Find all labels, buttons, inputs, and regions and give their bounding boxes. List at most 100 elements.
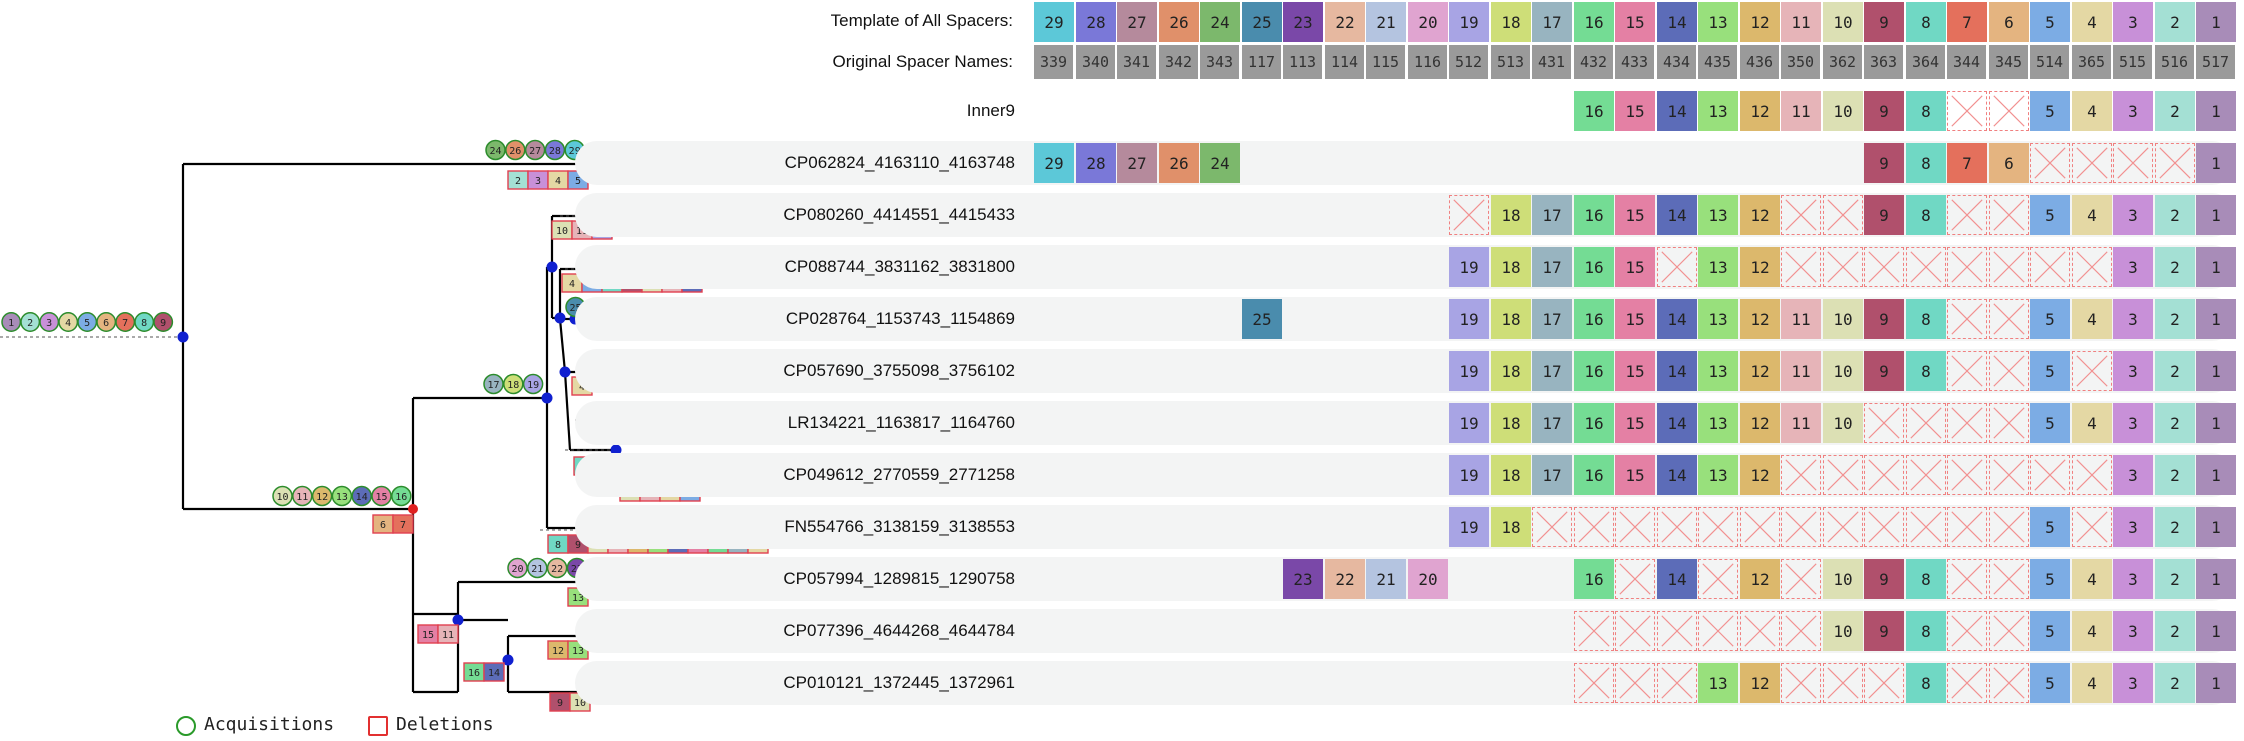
template-spacer-29: 29: [1034, 2, 1074, 42]
spacer-cell: 2: [2155, 91, 2195, 131]
row-strip: [575, 505, 2234, 549]
spacer-cell: 18: [1491, 403, 1531, 443]
original-spacer-name: 435: [1698, 45, 1738, 79]
spacer-cell: 12: [1740, 663, 1780, 703]
template-spacer-21: 21: [1366, 2, 1406, 42]
deleted-spacer: [1989, 91, 2029, 131]
acquisition-label: 20: [511, 564, 523, 575]
deleted-spacer: [1947, 403, 1987, 443]
spacer-cell: 2: [2155, 247, 2195, 287]
original-spacer-name: 115: [1366, 45, 1406, 79]
deletion-label: 14: [488, 668, 500, 679]
spacer-cell: 2: [2155, 663, 2195, 703]
spacer-cell: 1: [2196, 403, 2236, 443]
deletion-label: 4: [569, 279, 575, 290]
acquisition-label: 26: [509, 146, 521, 157]
deleted-spacer: [1947, 559, 1987, 599]
spacer-cell: 4: [2072, 403, 2112, 443]
acquisition-label: 1: [8, 318, 14, 329]
deleted-spacer: [1781, 663, 1821, 703]
template-label: Template of All Spacers:: [830, 11, 1013, 30]
deleted-spacer: [1698, 559, 1738, 599]
original-spacer-name: 343: [1200, 45, 1240, 79]
original-spacer-name: 340: [1076, 45, 1116, 79]
deleted-spacer: [1947, 91, 1987, 131]
acquisition-marker: [153, 312, 174, 332]
spacer-cell: 15: [1615, 455, 1655, 495]
acquisition-marker: [272, 485, 293, 507]
spacer-cell: 12: [1740, 559, 1780, 599]
deletion-label: 13: [572, 593, 584, 604]
deleted-spacer: [1574, 663, 1614, 703]
spacer-cell: 3: [2113, 247, 2153, 287]
spacer-cell: 21: [1366, 559, 1406, 599]
acquisition-marker: [544, 139, 566, 161]
spacer-cell: 12: [1740, 299, 1780, 339]
spacer-cell: 13: [1698, 351, 1738, 391]
template-spacer-25: 25: [1242, 2, 1282, 42]
tree-node: [559, 366, 571, 378]
spacer-cell: 14: [1657, 403, 1697, 443]
deleted-spacer: [1989, 299, 2029, 339]
deleted-spacer: [1615, 559, 1655, 599]
spacer-cell: 5: [2030, 663, 2070, 703]
spacer-cell: 8: [1906, 611, 1946, 651]
spacer-cell: 1: [2196, 91, 2236, 131]
deleted-spacer: [1947, 195, 1987, 235]
deletion-marker: [392, 514, 414, 534]
deleted-spacer: [1657, 507, 1697, 547]
spacer-cell: 19: [1449, 507, 1489, 547]
deletion-label: 8: [555, 540, 561, 551]
spacer-cell: 17: [1532, 299, 1572, 339]
deleted-spacer: [1989, 507, 2029, 547]
acquisition-marker: [527, 557, 548, 579]
template-spacer-14: 14: [1657, 2, 1697, 42]
spacer-cell: 5: [2030, 299, 2070, 339]
acquisition-marker: [522, 373, 544, 395]
spacer-cell: 1: [2196, 247, 2236, 287]
spacer-cell: 22: [1325, 559, 1365, 599]
spacer-cell: 1: [2196, 299, 2236, 339]
legend-acquisitions: Acquisitions: [204, 714, 335, 735]
deletion-marker: [483, 662, 505, 682]
deleted-spacer: [2030, 143, 2070, 183]
acquisition-label: 5: [84, 318, 90, 329]
deletion-label: 15: [422, 630, 434, 641]
acquisition-marker: [311, 485, 333, 507]
spacer-cell: 14: [1657, 559, 1697, 599]
spacer-cell: 18: [1491, 507, 1531, 547]
deleted-spacer: [1657, 611, 1697, 651]
spacer-cell: 3: [2113, 195, 2153, 235]
deleted-spacer: [1947, 299, 1987, 339]
deleted-spacer: [1864, 663, 1904, 703]
deleted-spacer: [2155, 143, 2195, 183]
deletion-marker: [437, 624, 459, 644]
original-spacer-name: 113: [1283, 45, 1323, 79]
row-label: FN554766_3138159_3138553: [784, 517, 1015, 536]
acquisition-label: 21: [531, 564, 543, 575]
deleted-spacer: [1781, 611, 1821, 651]
original-spacer-name: 345: [1989, 45, 2029, 79]
template-spacer-13: 13: [1698, 2, 1738, 42]
spacer-cell: 3: [2113, 91, 2153, 131]
spacer-cell: 12: [1740, 91, 1780, 131]
acquisition-label: 12: [316, 492, 328, 503]
deleted-spacer: [1989, 351, 2029, 391]
deleted-spacer: [1864, 507, 1904, 547]
row-strip: [575, 609, 2234, 653]
original-spacer-name: 114: [1325, 45, 1365, 79]
spacer-cell: 8: [1906, 299, 1946, 339]
deletion-label: 16: [468, 668, 480, 679]
acquisition-label: 7: [122, 318, 128, 329]
template-spacer-15: 15: [1615, 2, 1655, 42]
deleted-spacer: [1823, 663, 1863, 703]
spacer-cell: 24: [1200, 143, 1240, 183]
template-spacer-22: 22: [1325, 2, 1365, 42]
original-spacer-name: 431: [1532, 45, 1572, 79]
spacer-cell: 3: [2113, 559, 2153, 599]
acquisition-marker: [391, 485, 412, 507]
acquisition-label: 13: [336, 492, 348, 503]
row-label: CP077396_4644268_4644784: [783, 621, 1015, 640]
acquisition-marker: [331, 485, 353, 507]
spacer-cell: 8: [1906, 91, 1946, 131]
